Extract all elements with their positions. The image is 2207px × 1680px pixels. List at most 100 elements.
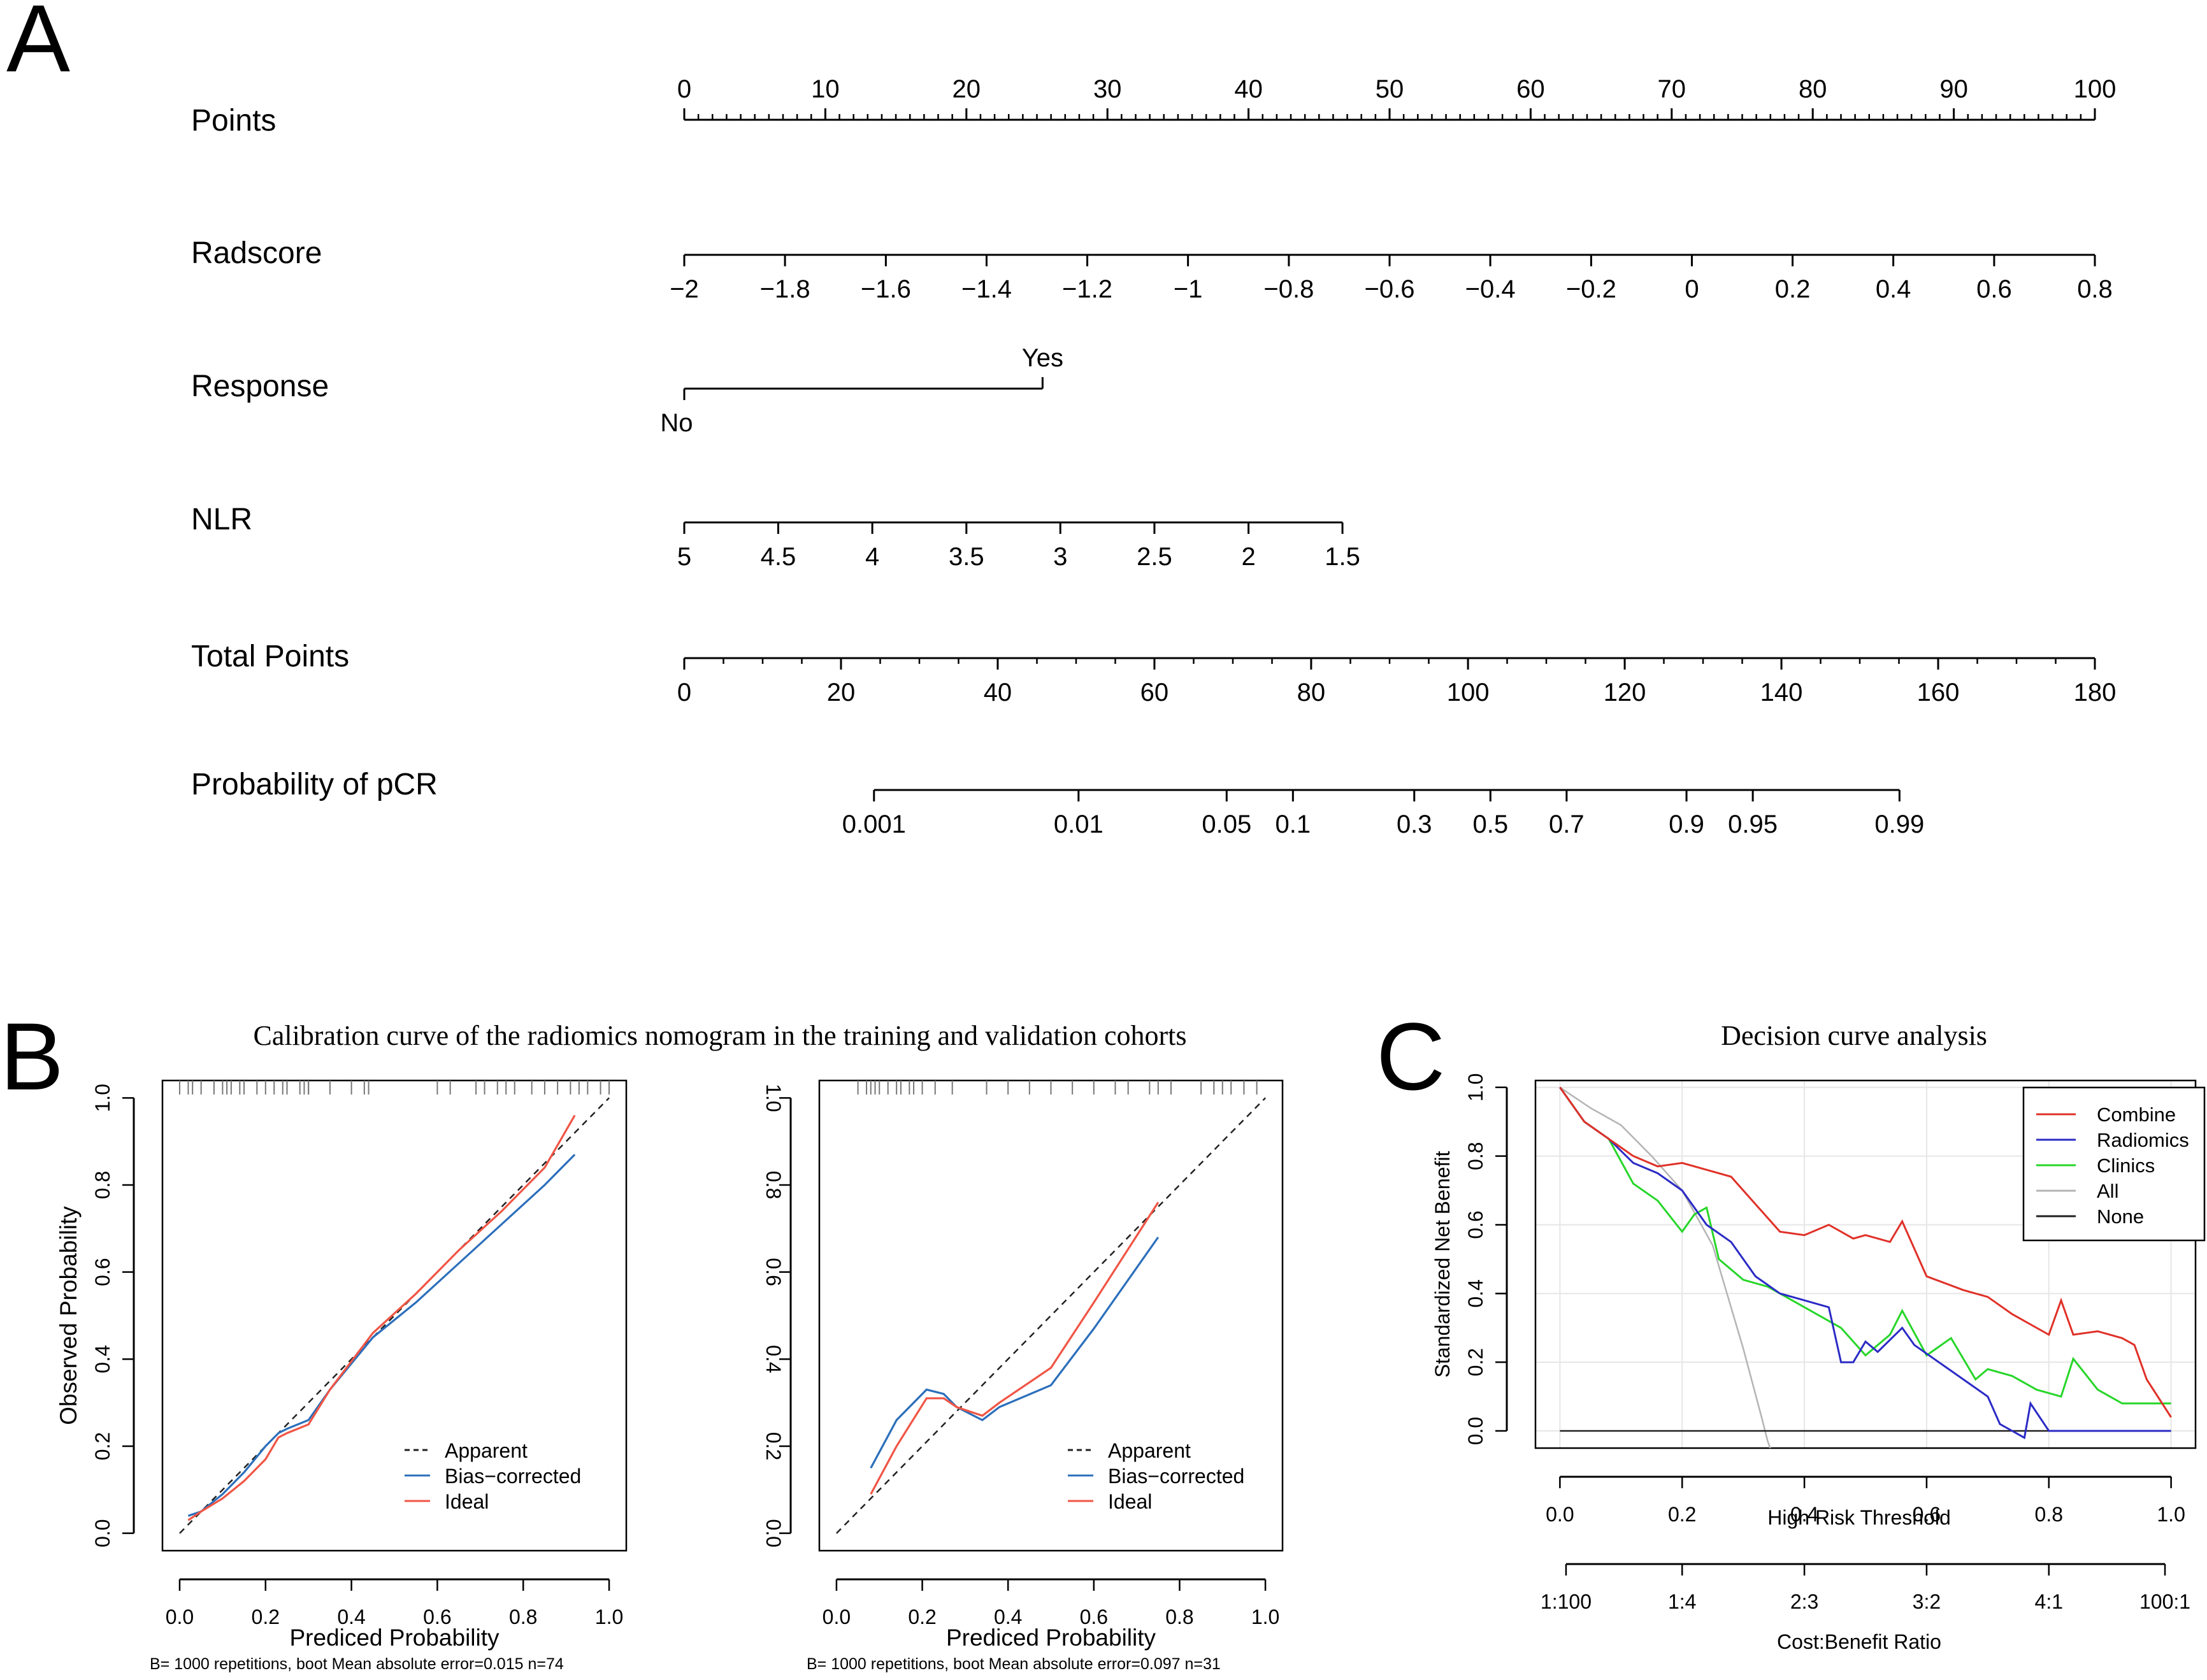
legend-label-radiomics: Radiomics xyxy=(2097,1129,2189,1151)
x-axis-title: High Risk Threshold xyxy=(1767,1506,1951,1529)
x-tick-label: 1.0 xyxy=(595,1605,623,1628)
nomogram-row-label-response: Response xyxy=(191,370,329,403)
nomogram-ticklabel-nlr-2: 2 xyxy=(1241,543,1255,571)
legend-label-bias-corrected: Bias−corrected xyxy=(445,1465,581,1488)
calibration-footnote: B= 1000 repetitions, boot Mean absolute … xyxy=(807,1655,1221,1673)
x-tick-label: 0.4 xyxy=(1790,1503,1818,1526)
cost-benefit-axis-title: Cost:Benefit Ratio xyxy=(1777,1630,1941,1653)
nomogram-ticklabel-probability-of-pcr-0-7: 0.7 xyxy=(1549,810,1585,838)
legend-label-apparent: Apparent xyxy=(445,1439,528,1462)
calibration-line-ideal xyxy=(870,1202,1160,1495)
calibration-line-apparent xyxy=(179,1097,610,1534)
plot-frame xyxy=(161,1079,628,1552)
dca-line-combine xyxy=(1559,1086,2172,1418)
legend-box xyxy=(2022,1086,2206,1242)
x-tick-label: 0.2 xyxy=(252,1605,280,1628)
nomogram-ticklabel-nlr-1-5: 1.5 xyxy=(1325,543,1360,571)
nomogram-ticklabel-response-yes: Yes xyxy=(1022,344,1063,372)
calibration-line-apparent xyxy=(836,1097,1266,1534)
plot-frame xyxy=(1534,1079,2197,1449)
nomogram-ticklabel-nlr-4-5: 4.5 xyxy=(761,543,796,571)
x-tick-label: 1.0 xyxy=(1251,1605,1279,1628)
nomogram-ticklabel-points-80: 80 xyxy=(1799,75,1827,103)
x-tick-label: 0.2 xyxy=(1668,1503,1696,1526)
nomogram-ticklabel-total-points-0: 0 xyxy=(677,678,691,707)
y-tick-label: 0.2 xyxy=(762,1432,785,1460)
nomogram-row-label-probability-of-pcr: Probability of pCR xyxy=(191,768,438,801)
cost-benefit-tick-label: 2:3 xyxy=(1790,1590,1818,1613)
nomogram-row-label-total-points: Total Points xyxy=(191,640,349,673)
nomogram-ticklabel-probability-of-pcr-0-01: 0.01 xyxy=(1054,810,1104,838)
nomogram-ticklabel-probability-of-pcr-0-05: 0.05 xyxy=(1202,810,1251,838)
y-tick-label: 0.8 xyxy=(91,1171,114,1199)
legend-label-all: All xyxy=(2097,1180,2118,1202)
nomogram-ticklabel-total-points-60: 60 xyxy=(1140,678,1169,707)
nomogram-ticklabel-points-70: 70 xyxy=(1658,75,1686,103)
cost-benefit-tick-label: 1:4 xyxy=(1668,1590,1696,1613)
nomogram-ticklabel-total-points-40: 40 xyxy=(984,678,1012,707)
y-tick-label: 0.2 xyxy=(1464,1348,1487,1376)
dca-line-clinics xyxy=(1559,1086,2171,1405)
nomogram-row-label-points: Points xyxy=(191,104,276,138)
x-tick-label: 0.0 xyxy=(1546,1503,1574,1526)
nomogram-ticklabel-radscore-1-2: −1.2 xyxy=(1062,275,1112,303)
panel-label-b: B xyxy=(0,1003,64,1110)
calibration-plot-validation: 0.0 0.2 0.4 0.6 0.8 1.0 0.0 0.2 0.4 0.6 0.8 1.0 Appa… xyxy=(762,1079,1284,1673)
nomogram-ticklabel-points-30: 30 xyxy=(1093,75,1122,103)
y-tick-label: 0.8 xyxy=(1464,1142,1487,1170)
nomogram-ticklabel-radscore-0-6: −0.6 xyxy=(1365,275,1415,303)
calibration-title: Calibration curve of the radiomics nomog… xyxy=(253,1020,1186,1051)
x-tick-label: 0.6 xyxy=(1080,1605,1108,1628)
x-tick-label: 0.6 xyxy=(423,1605,451,1628)
nomogram-ticklabel-points-100: 100 xyxy=(2074,75,2117,103)
nomogram-ticklabel-total-points-160: 160 xyxy=(1917,678,1960,707)
nomogram-ticklabel-radscore-0-4: 0.4 xyxy=(1876,275,1911,303)
legend-label-combine: Combine xyxy=(2097,1103,2176,1126)
nomogram-ticklabel-radscore-0-6: 0.6 xyxy=(1976,275,2012,303)
nomogram-ticklabel-points-10: 10 xyxy=(811,75,840,103)
y-tick-label: 0.8 xyxy=(762,1171,785,1199)
cost-benefit-tick-label: 4:1 xyxy=(2035,1590,2063,1613)
nomogram-ticklabel-nlr-2-5: 2.5 xyxy=(1137,543,1172,571)
dca-title: Decision curve analysis xyxy=(1721,1020,1987,1051)
nomogram-ticklabel-radscore-1-6: −1.6 xyxy=(861,275,911,303)
decision-curve-plot: 0.0 0.2 0.4 0.6 0.8 1.0 0.0 0.2 0.4 0.6 0.8 1.0 High… xyxy=(1431,1073,2206,1653)
x-tick-label: 0.4 xyxy=(994,1605,1022,1628)
nomogram-ticklabel-points-0: 0 xyxy=(677,75,691,103)
nomogram-ticklabel-points-90: 90 xyxy=(1939,75,1968,103)
nomogram-ticklabel-radscore-0-2: −0.2 xyxy=(1566,275,1616,303)
nomogram-ticklabel-radscore-0-2: 0.2 xyxy=(1775,275,1811,303)
nomogram-ticklabel-total-points-80: 80 xyxy=(1297,678,1326,707)
y-tick-label: 0.4 xyxy=(762,1345,785,1373)
nomogram-ticklabel-nlr-4: 4 xyxy=(865,543,879,571)
legend-label-bias-corrected: Bias−corrected xyxy=(1108,1465,1244,1488)
nomogram-ticklabel-radscore-1: −1 xyxy=(1174,275,1203,303)
nomogram-ticklabel-radscore-0-8: −0.8 xyxy=(1263,275,1314,303)
nomogram-ticklabel-probability-of-pcr-0-99: 0.99 xyxy=(1874,810,1924,838)
nomogram-ticklabel-points-40: 40 xyxy=(1234,75,1263,103)
x-tick-label: 0.2 xyxy=(908,1605,936,1628)
y-tick-label: 1.0 xyxy=(91,1084,114,1112)
nomogram-ticklabel-total-points-20: 20 xyxy=(827,678,856,707)
x-tick-label: 0.0 xyxy=(823,1605,851,1628)
x-tick-label: 0.8 xyxy=(509,1605,537,1628)
y-tick-label: 0.4 xyxy=(1464,1279,1487,1307)
panel-label-c: C xyxy=(1376,1003,1445,1110)
x-tick-label: 0.6 xyxy=(1913,1503,1941,1526)
nomogram-ticklabel-nlr-3-5: 3.5 xyxy=(949,543,984,571)
nomogram-ticklabel-nlr-5: 5 xyxy=(677,543,691,571)
nomogram-ticklabel-total-points-140: 140 xyxy=(1760,678,1803,707)
nomogram-ticklabel-probability-of-pcr-0-5: 0.5 xyxy=(1472,810,1508,838)
dca-line-radiomics xyxy=(1559,1086,2171,1440)
y-axis-title: Observed Probability xyxy=(55,1206,82,1425)
legend-label-ideal: Ideal xyxy=(445,1490,489,1513)
x-tick-label: 0.4 xyxy=(337,1605,365,1628)
legend-label-none: None xyxy=(2097,1205,2144,1228)
calibration-line-bias-corrected xyxy=(187,1154,576,1517)
y-tick-label: 0.0 xyxy=(91,1519,114,1547)
x-axis-title: Prediced Probability xyxy=(946,1625,1156,1651)
nomogram-ticklabel-total-points-100: 100 xyxy=(1447,678,1490,707)
nomogram-ticklabel-radscore-2: −2 xyxy=(670,275,699,303)
